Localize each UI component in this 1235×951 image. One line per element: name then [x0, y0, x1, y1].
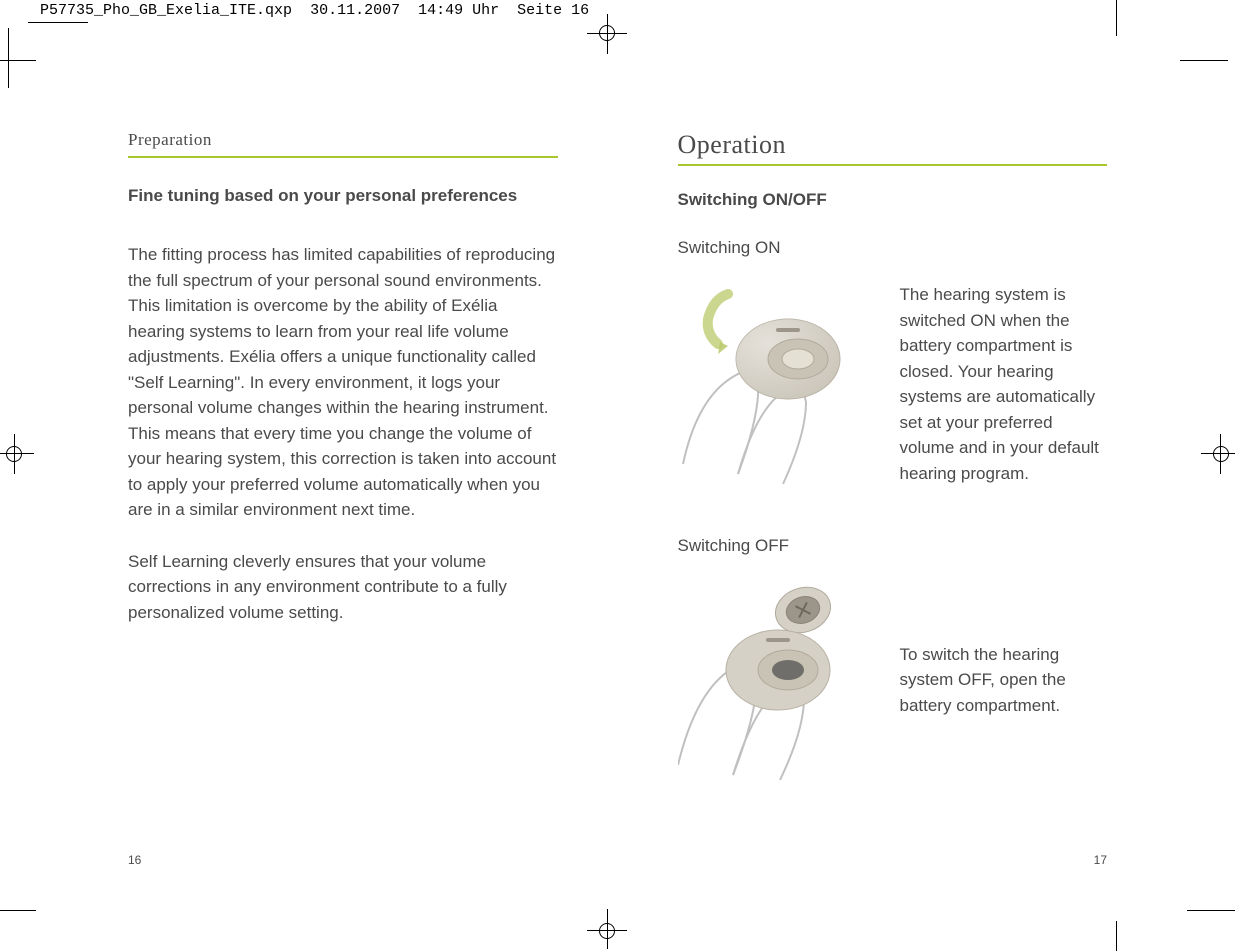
crop-mark — [8, 28, 9, 88]
registration-mark — [599, 923, 615, 939]
page-spread: Preparation Fine tuning based on your pe… — [28, 60, 1207, 911]
page-number-left: 16 — [128, 853, 141, 867]
switch-off-figure-row: To switch the hearing system OFF, open t… — [678, 580, 1108, 780]
registration-mark — [1213, 446, 1229, 462]
section-label-preparation: Preparation — [128, 130, 558, 158]
switch-off-label: Switching OFF — [678, 536, 1108, 556]
left-para-1: The fitting process has limited capabili… — [128, 242, 558, 523]
proof-header: P57735_Pho_GB_Exelia_ITE.qxp 30.11.2007 … — [40, 2, 589, 19]
right-page: Operation Switching ON/OFF Switching ON — [618, 60, 1208, 911]
crop-mark — [28, 22, 88, 23]
page-root: P57735_Pho_GB_Exelia_ITE.qxp 30.11.2007 … — [0, 0, 1235, 951]
page-number-right: 17 — [1094, 853, 1107, 867]
left-page: Preparation Fine tuning based on your pe… — [28, 60, 618, 911]
crop-mark — [1116, 921, 1117, 951]
right-heading: Switching ON/OFF — [678, 190, 1108, 210]
switch-on-caption: The hearing system is switched ON when t… — [900, 282, 1108, 486]
left-para-2: Self Learning cleverly ensures that your… — [128, 549, 558, 626]
registration-mark — [6, 446, 22, 462]
proof-time: 14:49 Uhr — [418, 2, 499, 19]
proof-marker: Seite 16 — [517, 2, 589, 19]
hearing-aid-off-icon — [678, 580, 868, 780]
crop-mark — [1116, 0, 1117, 36]
hearing-aid-on-icon — [678, 284, 868, 484]
switch-on-figure-row: The hearing system is switched ON when t… — [678, 282, 1108, 486]
switch-on-label: Switching ON — [678, 238, 1108, 258]
registration-mark — [599, 25, 615, 41]
left-heading: Fine tuning based on your personal prefe… — [128, 186, 558, 206]
switch-off-caption: To switch the hearing system OFF, open t… — [900, 642, 1108, 719]
proof-date: 30.11.2007 — [310, 2, 400, 19]
section-label-operation: Operation — [678, 130, 1108, 166]
proof-filename: P57735_Pho_GB_Exelia_ITE.qxp — [40, 2, 292, 19]
